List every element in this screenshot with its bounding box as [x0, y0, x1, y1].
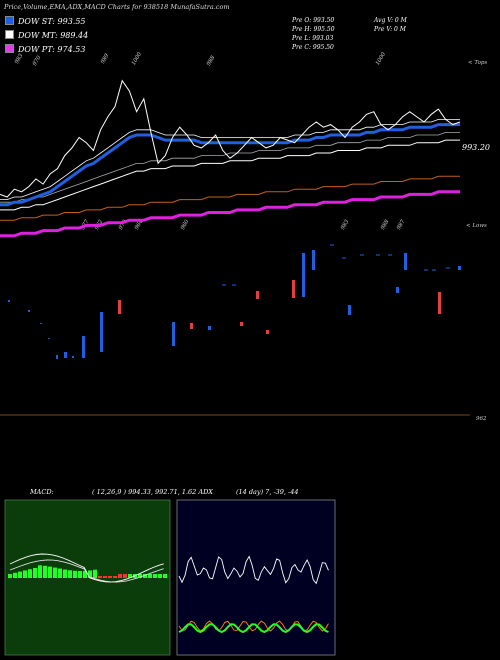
macd-bar: [48, 566, 52, 578]
macd-bar: [53, 567, 57, 578]
candle: [40, 323, 42, 324]
macd-bar: [118, 574, 122, 578]
ema-short-dash: [0, 119, 460, 201]
candle: [240, 322, 243, 326]
macd-bar: [163, 574, 167, 578]
candle: [458, 266, 461, 270]
legend-dow-mt: DOW MT: 989.44: [5, 30, 88, 40]
adx-values: (14 day) 7, -39, -44: [236, 488, 299, 496]
macd-bar: [33, 568, 37, 578]
macd-bar: [158, 574, 162, 578]
macd-values: ( 12,26,9 ) 994.33, 992.71, 1.62 ADX: [92, 488, 213, 496]
candle: [56, 355, 58, 359]
candle: [82, 336, 85, 358]
candle: [190, 323, 193, 329]
ema-short-line: [0, 123, 460, 207]
candle: [72, 356, 74, 358]
macd-bar: [108, 576, 112, 578]
macd-bar: [73, 570, 77, 578]
price-line: [0, 79, 461, 198]
macd-bar: [88, 570, 92, 578]
candle: [404, 253, 407, 270]
legend-dow-pt: DOW PT: 974.53: [5, 44, 85, 54]
candle: [28, 310, 30, 312]
candle: [64, 352, 67, 358]
candle: [100, 312, 103, 352]
macd-bar: [58, 568, 62, 578]
candle: [292, 280, 295, 298]
candle: [312, 250, 315, 270]
macd-bar: [143, 574, 147, 578]
macd-bar: [153, 574, 157, 578]
macd-bar: [43, 565, 47, 578]
ema-brown-line: [0, 175, 460, 221]
legend-dow-st: DOW ST: 993.55: [5, 16, 86, 26]
avg-volume: Avg V: 0 M: [374, 17, 407, 24]
macd-bar: [78, 570, 82, 578]
macd-bar: [13, 572, 17, 578]
prev-close: Pre C: 995.50: [292, 44, 334, 51]
macd-bar: [63, 569, 67, 578]
prev-high: Pre H: 995.50: [292, 26, 335, 33]
candle: [348, 305, 351, 315]
prev-open: Pre O: 993.50: [292, 17, 335, 24]
macd-bar: [8, 574, 12, 578]
lows-label: < Lows: [466, 223, 487, 229]
axis-bottom-label: 962: [476, 416, 487, 422]
ema-mid2-line: [0, 131, 460, 203]
prev-low: Pre L: 993.03: [292, 35, 334, 42]
di-plus-line: [178, 623, 329, 634]
macd-bar: [18, 571, 22, 578]
candle: [438, 292, 441, 314]
chart-title: Price,Volume,EMA,ADX,MACD Charts for 938…: [4, 3, 230, 11]
ema-mid-line: [0, 139, 460, 211]
candle: [256, 291, 259, 299]
macd-title: MACD:: [30, 488, 54, 496]
macd-bar: [148, 574, 152, 578]
macd-bar: [103, 576, 107, 578]
last-price-label: 993.20: [462, 143, 490, 152]
macd-bar: [93, 569, 97, 578]
prev-volume: Pre V: 0 M: [374, 26, 406, 33]
macd-bar: [38, 565, 42, 578]
adx-line: [178, 555, 329, 585]
macd-bar: [98, 576, 102, 578]
macd-bar: [23, 570, 27, 578]
macd-bar: [113, 576, 117, 578]
candle: [208, 326, 211, 330]
macd-bar: [128, 574, 132, 578]
macd-bar: [138, 574, 142, 578]
candle: [302, 253, 305, 297]
candle: [266, 330, 269, 334]
candle: [172, 322, 175, 346]
macd-bar: [83, 570, 87, 578]
macd-bar: [123, 574, 127, 578]
ema-long-line: [0, 190, 460, 238]
candle: [8, 300, 10, 302]
tops-label: < Tops: [468, 60, 488, 66]
signal-line: [9, 559, 164, 583]
candle: [396, 287, 399, 293]
macd-bar: [28, 569, 32, 578]
candle: [118, 300, 121, 314]
macd-panel: [4, 499, 171, 656]
macd-bar: [68, 570, 72, 578]
candle: [48, 338, 50, 339]
